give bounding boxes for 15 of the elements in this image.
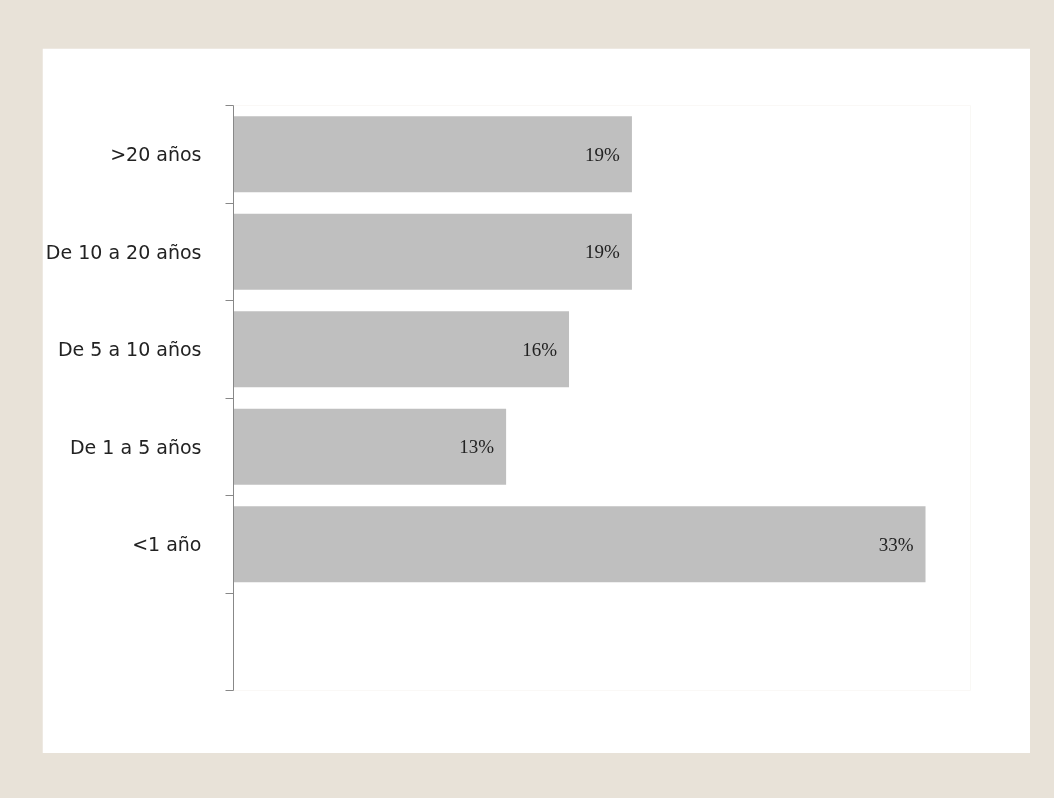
data-label: 33% xyxy=(878,533,914,555)
bar xyxy=(233,311,570,388)
data-label: 16% xyxy=(522,338,558,360)
y-tick-label: <1 año xyxy=(132,533,202,556)
y-tick-label: >20 años xyxy=(110,143,202,166)
bar xyxy=(233,213,632,290)
y-tick-label: De 10 a 20 años xyxy=(45,240,202,263)
bar xyxy=(233,506,926,583)
bar xyxy=(233,116,632,193)
data-label: 13% xyxy=(459,436,495,458)
bar xyxy=(233,408,507,485)
y-tick-label: De 5 a 10 años xyxy=(57,338,202,361)
data-label: 19% xyxy=(585,143,621,165)
data-label: 19% xyxy=(585,241,621,263)
y-tick-label: De 1 a 5 años xyxy=(69,435,202,458)
